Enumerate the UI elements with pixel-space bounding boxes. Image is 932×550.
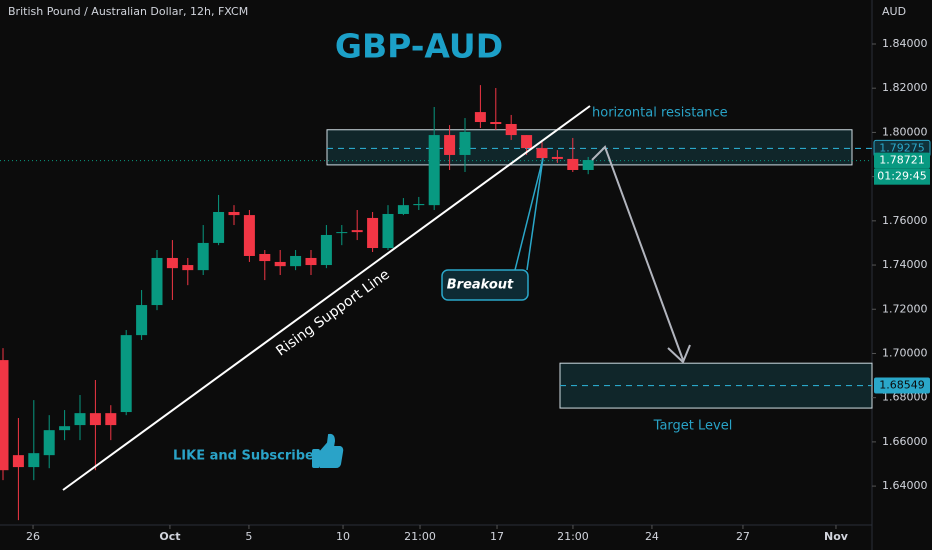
candle-body [166,257,178,269]
candle-body [336,232,348,234]
x-tick-label: 27 [736,530,750,543]
x-tick-label: 21:00 [557,530,589,543]
zone [326,129,853,166]
candle-body [259,253,271,262]
candle-body [551,156,563,159]
x-tick-label: 10 [336,530,350,543]
callout-box [441,269,529,301]
x-tick-label: Oct [159,530,180,543]
candle-body [413,204,425,206]
price-badge [874,377,930,394]
axis-currency: AUD [882,5,906,18]
candle-body [74,413,86,426]
candle-body [228,211,240,216]
candle-body [89,413,101,426]
callout-label: Breakout [447,278,514,293]
candle-body [105,413,117,426]
candle-body [582,160,594,170]
x-tick-label: 26 [26,530,40,543]
countdown-badge [874,168,930,185]
candle-body [28,453,40,468]
zone-label: horizontal resistance [592,106,728,121]
y-tick-label: 1.70000 [882,346,928,359]
y-tick-label: 1.76000 [882,214,928,227]
price-badge-label: 1.78721 [879,154,925,167]
price-badge-label: 1.79275 [879,141,925,154]
candle-body [444,135,456,155]
x-tick-label: Nov [824,530,849,543]
arrow-head [667,344,691,364]
projection-arrow [591,145,684,361]
candle-body [136,305,148,336]
thumbs-up-icon [312,433,344,468]
candle-body [382,213,394,249]
candle-body [367,217,379,249]
y-tick-label: 1.66000 [882,435,928,448]
y-tick-label: 1.84000 [882,37,928,50]
callout-pointer [514,157,544,271]
chart-title: GBP-AUD [335,27,503,66]
x-tick-label: 24 [645,530,659,543]
y-tick-label: 1.72000 [882,302,928,315]
y-tick-label: 1.82000 [882,81,928,94]
candle-body [505,124,517,136]
like-text: LIKE and Subscribe [173,449,314,464]
candle-body [459,131,471,155]
candle-body [320,234,332,266]
candle-body [474,112,486,123]
candle-body [151,257,163,306]
support-line [62,105,591,491]
candle-body [274,261,286,267]
candle-body [567,158,579,170]
plot: horizontal resistance Target Level [0,85,873,521]
candle-body [243,215,255,256]
y-tick-label: 1.68000 [882,391,928,404]
candle-body [290,255,302,267]
x-tick-label: 5 [245,530,252,543]
y-tick-label: 1.64000 [882,479,928,492]
candle-body [43,430,55,456]
candle-body [397,205,409,214]
x-tick-label: 17 [490,530,504,543]
candle-body [197,242,209,271]
candle-body [120,335,132,413]
candle-body [0,360,9,471]
candle-body [182,265,194,271]
candle-body [428,135,440,206]
candle-body [12,455,24,468]
candle-body [213,211,225,243]
y-tick-label: 1.74000 [882,258,928,271]
symbol-info: British Pound / Australian Dollar, 12h, … [8,5,248,18]
y-tick-label: 1.80000 [882,125,928,138]
candle-body [521,135,533,149]
candle-body [351,230,363,233]
price-badge-label: 1.68549 [879,379,925,392]
candle-body [305,257,317,266]
price-badge [874,152,930,169]
price-axis: 1.64000 1.66000 1.68000 1.70000 1.72000 1.740… [26,37,931,543]
support-label: Rising Support Line [273,267,392,360]
zone-label: Target Level [653,419,733,434]
x-tick-label: 21:00 [404,530,436,543]
countdown-label: 01:29:45 [877,170,926,183]
candle-body [59,426,71,431]
candle-body [536,148,548,159]
candle-body [490,122,502,125]
